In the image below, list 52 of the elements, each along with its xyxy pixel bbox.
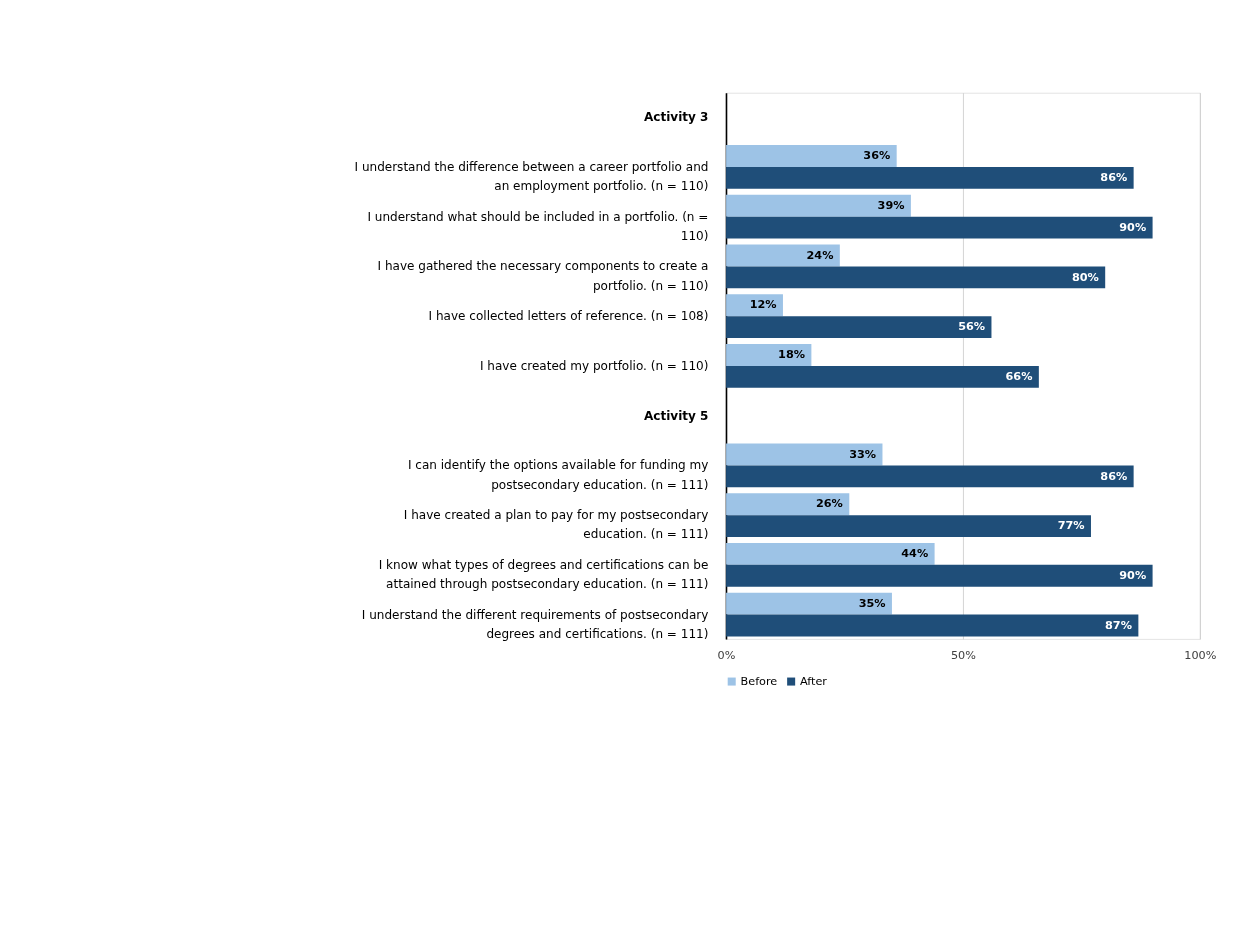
x-tick-label: 0% <box>717 649 736 663</box>
x-tick-label: 50% <box>950 649 977 663</box>
data-label: 77% <box>1057 519 1085 533</box>
data-label: 18% <box>778 348 805 362</box>
data-label: 66% <box>1005 370 1033 384</box>
bar <box>726 294 783 317</box>
bar <box>726 443 883 466</box>
bar <box>726 344 812 366</box>
data-label: 86% <box>1100 171 1128 185</box>
bar <box>726 166 1134 189</box>
bar <box>726 365 1039 388</box>
y-tick-label: I have created a plan to pay for my postsecondary education. (n = 111) <box>403 508 709 542</box>
data-label: 39% <box>877 198 905 212</box>
y-tick-label: Activity 3 <box>643 110 709 125</box>
y-tick-label: I understand the difference between a career portfolio and an employment portfolio. (n = 110) <box>354 159 709 194</box>
bar <box>726 194 911 217</box>
bar <box>726 266 1106 289</box>
y-tick-label: I have collected letters of reference. (n = 108) <box>428 309 709 324</box>
bar <box>726 244 840 267</box>
bar <box>726 216 1153 239</box>
bar <box>726 564 1153 587</box>
bar <box>726 515 1091 538</box>
data-label: 44% <box>901 547 929 561</box>
data-label: 12% <box>749 298 777 312</box>
data-label: 86% <box>1100 469 1128 483</box>
data-label: 33% <box>849 447 877 461</box>
bar <box>726 316 992 339</box>
data-label: 36% <box>863 149 891 163</box>
bar <box>726 614 1139 637</box>
y-tick-label: Activity 5 <box>643 408 709 423</box>
data-label: 87% <box>1105 618 1132 632</box>
data-label: 24% <box>806 248 834 262</box>
y-tick-label: I have gathered the necessary components to create a portfolio. (n = 110) <box>377 259 709 293</box>
data-label: 26% <box>815 497 843 511</box>
data-label: 35% <box>858 596 886 610</box>
y-tick-label: I understand the different requirements of postsecondary degrees and certifications. (n = 111) <box>361 607 709 641</box>
bar <box>726 542 935 565</box>
y-tick-label: I know what types of degrees and certifications can be attained through postsecondary education. (n = 111) <box>378 557 709 592</box>
y-tick-label: I have created my portfolio. (n = 110) <box>479 358 709 373</box>
data-label: 80% <box>1071 270 1099 284</box>
bar <box>726 493 850 516</box>
y-tick-label: I understand what should be included in a portfolio. (n = 110) <box>367 209 709 243</box>
legend-label: Before <box>740 674 778 688</box>
bar <box>726 465 1134 488</box>
bar <box>726 592 892 615</box>
data-label: 90% <box>1119 220 1147 234</box>
x-tick-label: 100% <box>1184 649 1217 663</box>
legend-label: After <box>799 674 828 688</box>
data-label: 90% <box>1119 569 1147 583</box>
bar <box>726 145 897 167</box>
data-label: 56% <box>958 320 986 334</box>
y-tick-label: I can identify the options available for funding my postsecondary education. (n = 111) <box>407 458 709 492</box>
